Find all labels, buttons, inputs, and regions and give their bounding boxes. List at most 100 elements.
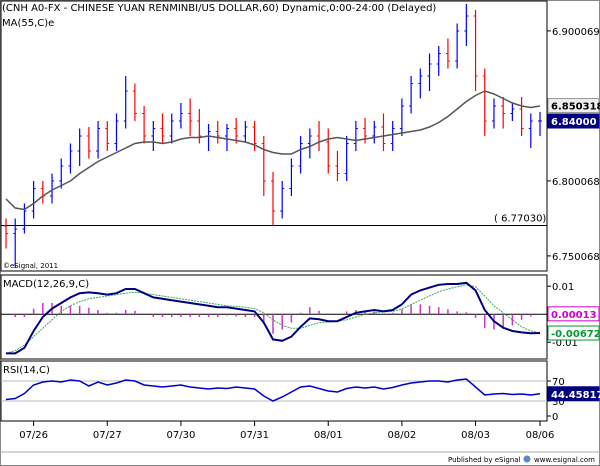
- price-bar: [464, 4, 469, 46]
- price-bar: [114, 113, 119, 151]
- x-tick-label: 08/06: [526, 430, 555, 441]
- rsi-tick-label: 30: [552, 397, 565, 408]
- price-tick-label: 6.750068: [552, 252, 600, 263]
- price-bar: [178, 103, 183, 129]
- macd-tick-label: -0.01: [552, 338, 578, 349]
- price-bar: [473, 10, 478, 91]
- published-by: Published by eSignal: [448, 456, 521, 464]
- price-bar: [142, 106, 147, 144]
- x-tick-label: 08/01: [314, 430, 343, 441]
- price-bar: [510, 103, 515, 121]
- price-bar: [298, 136, 303, 174]
- price-bar: [436, 46, 441, 76]
- footer: Published by eSignal www.esignal.com: [0, 451, 600, 464]
- price-bar: [491, 98, 496, 129]
- rsi-axis: 70 30 0 44.45817: [547, 377, 600, 423]
- ma-line: [5, 90, 541, 211]
- macd-line: [6, 281, 541, 355]
- price-badge: 6.850318: [547, 98, 600, 114]
- price-axis: 6.9000696.8500696.8000686.7500686.850318…: [547, 27, 600, 263]
- price-bar: [105, 121, 110, 151]
- price-badge: 6.84000: [547, 113, 600, 129]
- x-tick-label: 07/27: [93, 430, 122, 441]
- website: www.esignal.com: [534, 456, 595, 464]
- rsi-panel: RSI(14,C): [0, 360, 548, 422]
- chart-title: (CNH A0-FX - CHINESE YUAN RENMINBI/US DO…: [2, 3, 436, 14]
- price-bar: [280, 181, 285, 219]
- price-bar: [31, 181, 36, 219]
- price-bar: [427, 53, 432, 91]
- price-bar: [188, 98, 193, 136]
- price-tick-label: 6.800068: [552, 177, 600, 188]
- macd-panel: MACD(12,26,9,C): [0, 274, 548, 360]
- price-bar: [372, 121, 377, 144]
- price-tick-label: 6.900069: [552, 27, 600, 38]
- x-tick-label: 07/31: [240, 430, 269, 441]
- price-bar: [381, 113, 386, 151]
- copyright-text: ©eSignal, 2011: [3, 262, 58, 270]
- price-badge-bg: [547, 113, 600, 129]
- x-tick-label: 07/26: [19, 430, 48, 441]
- price-bar: [344, 136, 349, 181]
- price-bar: [123, 76, 128, 129]
- price-badge-label: 6.84000: [551, 117, 597, 128]
- price-bar: [482, 68, 487, 136]
- macd-tick-label: 0.01: [552, 282, 574, 293]
- price-bar: [307, 128, 312, 159]
- price-bar: [234, 118, 239, 144]
- price-bar: [160, 113, 165, 144]
- price-bar: [96, 121, 101, 159]
- rsi-badge-bg: [547, 386, 600, 402]
- esignal-logo-icon: [523, 455, 531, 463]
- macd-badge: -0.00672: [547, 325, 600, 341]
- price-bar: [59, 158, 64, 189]
- price-bar: [252, 121, 257, 151]
- price-bar: [77, 128, 82, 166]
- price-bar: [132, 83, 137, 121]
- x-tick-label: 07/30: [167, 430, 196, 441]
- price-bar: [519, 97, 524, 136]
- macd-badge-bg: [547, 306, 600, 322]
- support-line-label: ( 6.77030): [494, 214, 546, 225]
- rsi-badge-label: 44.45817: [551, 390, 600, 401]
- price-bar: [50, 173, 55, 204]
- ma-label: MA(55,C)e: [2, 18, 54, 29]
- price-bar: [399, 98, 404, 136]
- x-tick-label: 08/02: [387, 430, 416, 441]
- price-bar: [289, 158, 294, 196]
- price-bar: [271, 172, 275, 226]
- price-bar: [501, 97, 506, 129]
- x-axis: 07/26 07/27 07/30 07/31 08/01 08/02 08/03 08/06: [19, 421, 554, 441]
- price-bar: [528, 113, 533, 148]
- price-bar: [335, 151, 340, 181]
- price-bar: [409, 76, 414, 114]
- price-bar: [538, 112, 542, 136]
- macd-badge-bg: [547, 325, 600, 341]
- x-tick-label: 08/03: [461, 430, 490, 441]
- price-badge-bg: [547, 98, 600, 114]
- price-bar: [215, 121, 220, 144]
- rsi-panel-frame: [0, 360, 548, 422]
- macd-badge-label: 0.00013: [551, 310, 597, 321]
- price-bar: [445, 38, 450, 69]
- macd-badge-label: -0.00672: [551, 329, 600, 340]
- macd-panel-frame: [0, 274, 548, 360]
- rsi-badge: 44.45817: [547, 386, 600, 402]
- price-panel: (CNH A0-FX - CHINESE YUAN RENMINBI/US DO…: [0, 0, 548, 272]
- price-bar: [326, 128, 331, 174]
- price-bar: [224, 124, 229, 151]
- price-bar: [390, 121, 395, 151]
- price-bar: [261, 136, 266, 196]
- price-bar: [169, 113, 174, 144]
- price-panel-frame: [0, 0, 548, 272]
- price-bar: [68, 143, 73, 174]
- macd-label: MACD(12,26,9,C): [3, 279, 89, 290]
- rsi-tick-label: 0: [552, 412, 558, 423]
- price-bar: [13, 218, 18, 268]
- price-badge-label: 6.850318: [551, 102, 600, 113]
- price-bar: [455, 23, 460, 69]
- price-bar: [151, 121, 156, 151]
- macd-badge: 0.00013: [547, 306, 600, 322]
- macd-axis: 0.01 -0.01 0.00013 -0.00672: [547, 282, 600, 349]
